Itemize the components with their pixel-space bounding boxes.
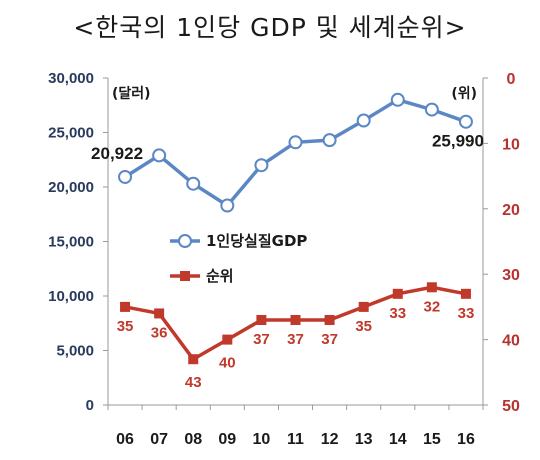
gdp-point xyxy=(424,102,439,117)
gdp-point xyxy=(322,133,337,148)
right-tick-label: 10 xyxy=(502,136,520,153)
left-tick-label: 5,000 xyxy=(56,343,94,360)
left-tick-label: 15,000 xyxy=(48,234,94,251)
right-tick-label: 50 xyxy=(502,398,520,415)
right-unit-label: (위) xyxy=(451,86,477,102)
rank-point xyxy=(426,282,437,293)
rank-data-label: 33 xyxy=(389,305,406,322)
left-tick-label: 25,000 xyxy=(48,125,94,142)
rank-point xyxy=(222,334,233,345)
rank-point xyxy=(392,288,403,299)
legend-gdp-label: 1인당실질GDP xyxy=(206,232,307,250)
rank-data-label: 33 xyxy=(458,305,475,322)
gdp-point xyxy=(288,135,303,150)
rank-point xyxy=(324,314,335,325)
x-tick-label: 15 xyxy=(423,431,441,448)
gdp-point xyxy=(458,114,473,129)
x-tick-label: 11 xyxy=(287,431,304,448)
left-unit-label: (달러) xyxy=(112,86,151,102)
x-tick-label: 14 xyxy=(389,431,407,448)
rank-data-label: 32 xyxy=(424,298,441,315)
legend-rank-swatch-marker xyxy=(180,271,190,281)
gdp-point xyxy=(356,113,371,128)
gdp-data-label: 20,922 xyxy=(91,144,143,163)
gdp-point xyxy=(186,176,201,191)
rank-point xyxy=(460,288,471,299)
rank-point xyxy=(290,314,301,325)
rank-point xyxy=(256,314,267,325)
rank-point xyxy=(120,301,131,312)
x-tick-label: 09 xyxy=(218,431,236,448)
rank-data-label: 37 xyxy=(287,331,304,348)
rank-point xyxy=(188,354,199,365)
rank-data-label: 35 xyxy=(117,318,134,335)
left-tick-label: 0 xyxy=(86,397,94,414)
right-tick-label: 30 xyxy=(502,267,520,284)
rank-data-label: 37 xyxy=(321,331,338,348)
x-tick-label: 07 xyxy=(150,431,168,448)
left-tick-label: 20,000 xyxy=(48,179,94,196)
x-tick-label: 06 xyxy=(116,431,134,448)
gdp-point xyxy=(220,198,235,213)
right-tick-label: 20 xyxy=(502,202,520,219)
right-tick-label: 40 xyxy=(502,333,520,350)
chart-title: <한국의 1인당 GDP 및 세계순위> xyxy=(73,13,467,42)
right-tick-label: 0 xyxy=(507,71,516,88)
x-tick-label: 12 xyxy=(321,431,339,448)
rank-point xyxy=(154,308,165,319)
rank-data-label: 37 xyxy=(253,331,270,348)
x-tick-label: 08 xyxy=(184,431,202,448)
gdp-point xyxy=(152,148,167,163)
gdp-point xyxy=(118,169,133,184)
gdp-series-line xyxy=(124,97,467,208)
left-tick-label: 10,000 xyxy=(48,288,94,305)
rank-data-label: 36 xyxy=(151,324,168,341)
gdp-point xyxy=(254,158,269,173)
gdp-point xyxy=(390,92,405,107)
gdp-data-label: 25,990 xyxy=(432,132,484,151)
rank-data-label: 40 xyxy=(219,355,236,372)
x-tick-label: 16 xyxy=(457,431,475,448)
legend-rank-label: 순위 xyxy=(206,267,234,285)
rank-data-label: 35 xyxy=(355,318,372,335)
x-tick-label: 10 xyxy=(253,431,271,448)
legend-gdp-swatch-marker xyxy=(178,234,192,248)
x-tick-label: 13 xyxy=(355,431,373,448)
rank-point xyxy=(358,301,369,312)
left-tick-label: 30,000 xyxy=(48,70,94,87)
rank-data-label: 43 xyxy=(185,374,202,391)
